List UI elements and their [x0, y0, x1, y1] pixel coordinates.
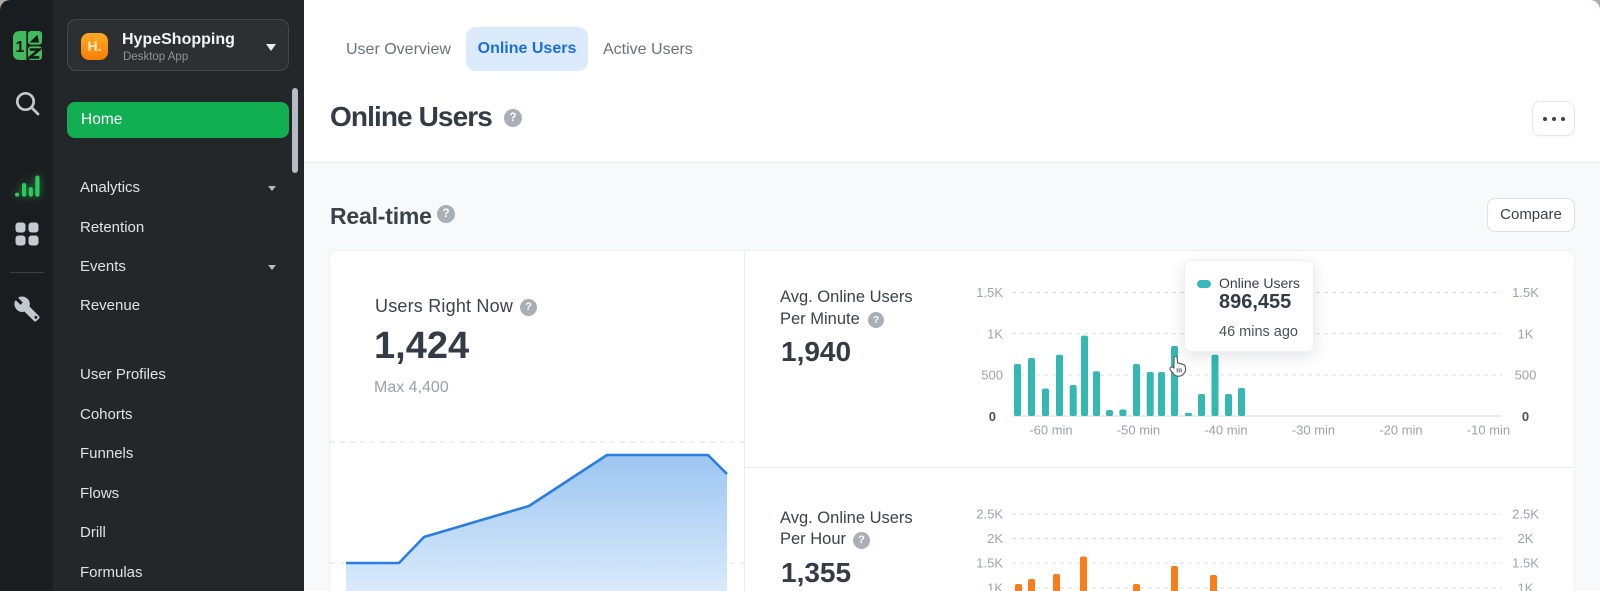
svg-text:1K: 1K: [1518, 327, 1534, 342]
svg-text:1.5K: 1.5K: [1512, 285, 1539, 300]
svg-text:500: 500: [1515, 368, 1537, 383]
svg-text:0: 0: [1522, 409, 1529, 424]
svg-text:1: 1: [16, 39, 25, 56]
svg-text:-30 min: -30 min: [1292, 423, 1335, 438]
svg-text:1K: 1K: [1518, 581, 1534, 591]
svg-text:1.5K: 1.5K: [976, 556, 1003, 571]
svg-text:2.5K: 2.5K: [976, 507, 1003, 522]
svg-text:500: 500: [981, 368, 1003, 383]
svg-text:2.5K: 2.5K: [1512, 507, 1539, 522]
svg-text:-60 min: -60 min: [1029, 423, 1072, 438]
svg-text:2K: 2K: [1518, 531, 1534, 546]
svg-text:-50 min: -50 min: [1117, 423, 1160, 438]
svg-text:0: 0: [989, 409, 996, 424]
svg-text:2K: 2K: [987, 531, 1003, 546]
svg-text:1K: 1K: [987, 327, 1003, 342]
svg-text:1.5K: 1.5K: [976, 285, 1003, 300]
svg-text:1.5K: 1.5K: [1512, 556, 1539, 571]
svg-text:-10 min: -10 min: [1467, 423, 1510, 438]
svg-text:1K: 1K: [987, 581, 1003, 591]
svg-text:-40 min: -40 min: [1204, 423, 1247, 438]
svg-text:-20 min: -20 min: [1379, 423, 1422, 438]
